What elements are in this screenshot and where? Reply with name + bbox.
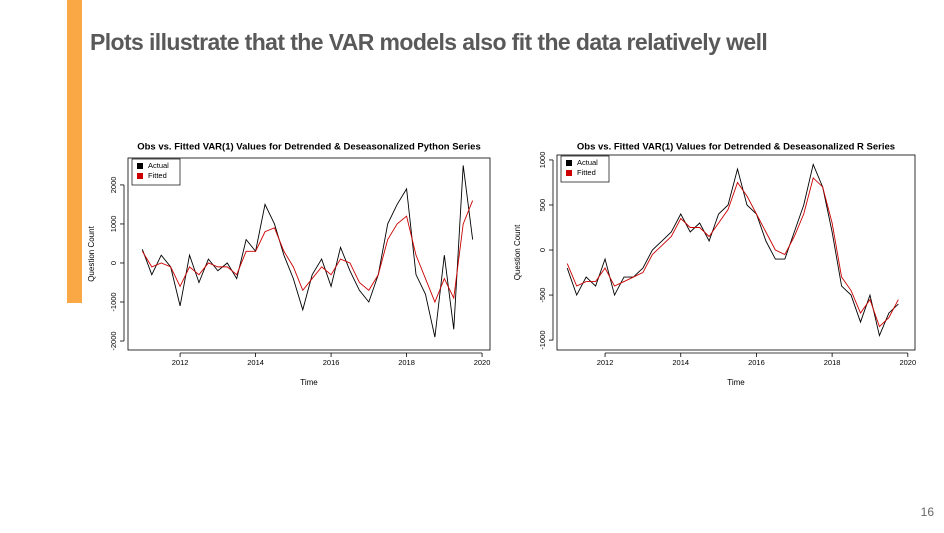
y-tick-label: 0 [109,261,118,265]
y-tick-label: -1000 [538,330,547,349]
legend-label: Actual [577,158,598,167]
x-tick-label: 2012 [597,358,614,367]
page-number: 16 [921,505,935,519]
y-tick-label: 0 [538,248,547,252]
y-tick-label: -1000 [109,292,118,311]
legend-label: Actual [148,161,169,170]
y-tick-label: -2000 [109,331,118,350]
x-tick-label: 2016 [323,358,340,367]
series-line [566,163,899,338]
y-axis-label: Question Count [513,224,522,280]
legend-swatch [566,170,572,176]
legend-label: Fitted [577,168,596,177]
chart-title: Obs vs. Fitted VAR(1) Values for Detrend… [577,142,895,153]
plot-frame [127,157,491,351]
legend-swatch [137,173,143,179]
legend-swatch [566,160,572,166]
x-tick-label: 2014 [672,358,689,367]
y-axis-label: Question Count [87,225,96,281]
x-tick-label: 2016 [748,358,765,367]
x-tick-label: 2012 [172,358,189,367]
y-tick-label: 2000 [109,177,118,194]
series-line [566,177,899,328]
x-tick-label: 2014 [247,358,264,367]
legend-swatch [137,163,143,169]
chart-title: Obs vs. Fitted VAR(1) Values for Detrend… [137,142,481,153]
x-tick-label: 2020 [899,358,916,367]
x-tick-label: 2020 [474,358,491,367]
x-tick-label: 2018 [824,358,841,367]
plot-frame [556,154,916,351]
x-axis-label: Time [300,378,318,387]
y-tick-label: 1000 [538,152,547,169]
x-axis-label: Time [727,378,745,387]
legend-label: Fitted [148,171,167,180]
y-tick-label: -500 [538,288,547,303]
series-line [141,200,474,304]
x-tick-label: 2018 [398,358,415,367]
slide-title: Plots illustrate that the VAR models als… [90,29,767,55]
y-tick-label: 500 [538,199,547,212]
y-tick-label: 1000 [109,216,118,233]
accent-bar [67,0,82,303]
series-line [141,165,474,338]
